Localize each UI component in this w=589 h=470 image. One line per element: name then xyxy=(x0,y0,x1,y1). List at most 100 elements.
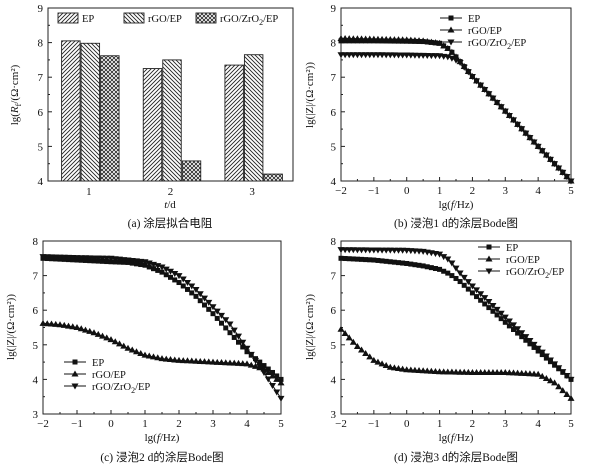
point-rgo-ep-c xyxy=(205,358,213,365)
point-rgo-zro2-ep-b xyxy=(518,126,526,133)
y-tick-label-d: 7 xyxy=(331,271,337,283)
point-rgo-zro2-ep-d xyxy=(563,373,571,380)
point-rgo-ep-c xyxy=(230,359,238,366)
point-rgo-zro2-ep-c xyxy=(277,395,285,402)
point-ep-d xyxy=(396,260,401,266)
point-rgo-zro2-ep-d xyxy=(530,341,538,348)
y-tick-label-b: 5 xyxy=(331,141,337,153)
point-rgo-ep-c xyxy=(154,354,162,361)
point-ep-d xyxy=(367,257,373,263)
point-rgo-ep-c xyxy=(99,332,106,339)
point-rgo-zro2-ep-c xyxy=(213,308,221,315)
legend-label-a: rGO/EP xyxy=(148,14,182,25)
point-rgo-zro2-ep-b xyxy=(530,139,538,146)
point-ep-d xyxy=(469,290,475,296)
y-tick-label-a: 8 xyxy=(38,38,44,50)
point-rgo-zro2-ep-c xyxy=(201,295,208,302)
point-ep-d xyxy=(408,261,414,267)
point-rgo-ep-b xyxy=(427,38,435,45)
point-rgo-ep-c xyxy=(243,360,251,367)
point-rgo-zro2-ep-d xyxy=(456,270,464,277)
point-rgo-ep-d xyxy=(386,363,394,370)
series-line-ep-c xyxy=(42,257,282,380)
bar-rgo-ep xyxy=(80,42,101,182)
point-rgo-ep-c xyxy=(196,357,204,364)
point-rgo-zro2-ep-b xyxy=(481,86,489,93)
point-rgo-zro2-ep-b xyxy=(538,148,546,155)
point-ep-c xyxy=(210,311,216,317)
legend-marker-b xyxy=(447,39,455,46)
point-rgo-zro2-ep-b xyxy=(526,135,534,142)
x-tick-label-d: 0 xyxy=(404,418,410,430)
point-rgo-ep-c xyxy=(111,338,119,345)
point-ep-d xyxy=(354,256,360,262)
point-rgo-zro2-ep-b xyxy=(448,55,456,62)
point-ep-c xyxy=(257,359,263,365)
point-ep-d xyxy=(437,266,443,272)
point-ep-d xyxy=(404,260,410,266)
point-rgo-zro2-ep-b xyxy=(497,104,505,111)
point-rgo-zro2-ep-b xyxy=(501,108,509,115)
point-rgo-zro2-ep-c xyxy=(192,286,200,293)
point-rgo-zro2-ep-d xyxy=(436,251,444,258)
point-rgo-zro2-ep-c xyxy=(239,339,247,346)
point-ep-d xyxy=(432,266,438,272)
point-ep-d xyxy=(424,264,430,270)
point-rgo-ep-d xyxy=(546,377,554,384)
x-tick-label-d: 2 xyxy=(470,418,476,430)
point-rgo-zro2-ep-d xyxy=(464,279,472,286)
point-ep-d xyxy=(515,330,521,336)
point-rgo-ep-c xyxy=(43,320,51,327)
x-tick-label-c: 1 xyxy=(142,418,148,430)
legend-label-a: EP xyxy=(82,14,94,25)
point-ep-d xyxy=(359,256,365,262)
point-rgo-zro2-ep-c xyxy=(222,317,230,324)
point-ep-d xyxy=(502,319,508,325)
point-rgo-ep-d xyxy=(390,364,398,371)
point-rgo-zro2-ep-c xyxy=(209,304,217,311)
x-tick-label-d: 1 xyxy=(437,418,443,430)
point-rgo-zro2-ep-c xyxy=(264,376,272,383)
point-rgo-ep-c xyxy=(56,321,64,328)
point-rgo-zro2-ep-b xyxy=(505,113,513,120)
point-ep-d xyxy=(478,297,484,303)
point-rgo-ep-c xyxy=(226,359,234,366)
point-rgo-zro2-ep-c xyxy=(196,291,204,298)
plot-frame-b xyxy=(340,7,572,182)
x-tick-label-c: −1 xyxy=(71,418,83,430)
point-rgo-ep-c xyxy=(39,319,47,326)
point-rgo-zro2-ep-d xyxy=(444,256,452,263)
point-rgo-ep-d xyxy=(362,349,370,356)
point-ep-c xyxy=(168,274,173,280)
point-ep-c xyxy=(219,320,224,326)
point-rgo-ep-c xyxy=(73,324,81,330)
point-ep-d xyxy=(474,294,480,300)
point-rgo-zro2-ep-d xyxy=(452,265,460,272)
point-rgo-ep-c xyxy=(141,351,149,358)
point-rgo-ep-c xyxy=(86,327,94,334)
point-rgo-zro2-ep-c xyxy=(171,270,179,277)
legend-swatch-a xyxy=(195,12,217,24)
y-tick-label-c: 5 xyxy=(33,340,39,352)
legend-label-b: rGO/EP xyxy=(468,26,502,37)
point-ep-d xyxy=(342,256,348,262)
y-tick-label-b: 4 xyxy=(331,176,337,188)
point-ep-c xyxy=(240,344,246,350)
legend-label-c: rGO/ZrO2/EP xyxy=(92,382,150,395)
point-rgo-ep-c xyxy=(213,358,221,365)
point-rgo-zro2-ep-c xyxy=(269,382,276,389)
bar-rgo-ep xyxy=(243,54,264,182)
x-tick-label-c: 0 xyxy=(108,418,114,430)
point-ep-c xyxy=(172,277,178,283)
point-rgo-ep-c xyxy=(103,334,111,341)
point-rgo-ep-c xyxy=(162,355,170,362)
x-axis-label-c: lg(f/Hz) xyxy=(145,432,180,444)
point-rgo-ep-d xyxy=(337,325,345,332)
point-rgo-zro2-ep-b xyxy=(563,174,571,181)
x-tick-label-c: 2 xyxy=(176,418,182,430)
point-rgo-ep-c xyxy=(192,357,200,364)
point-rgo-zro2-ep-b xyxy=(551,161,559,168)
